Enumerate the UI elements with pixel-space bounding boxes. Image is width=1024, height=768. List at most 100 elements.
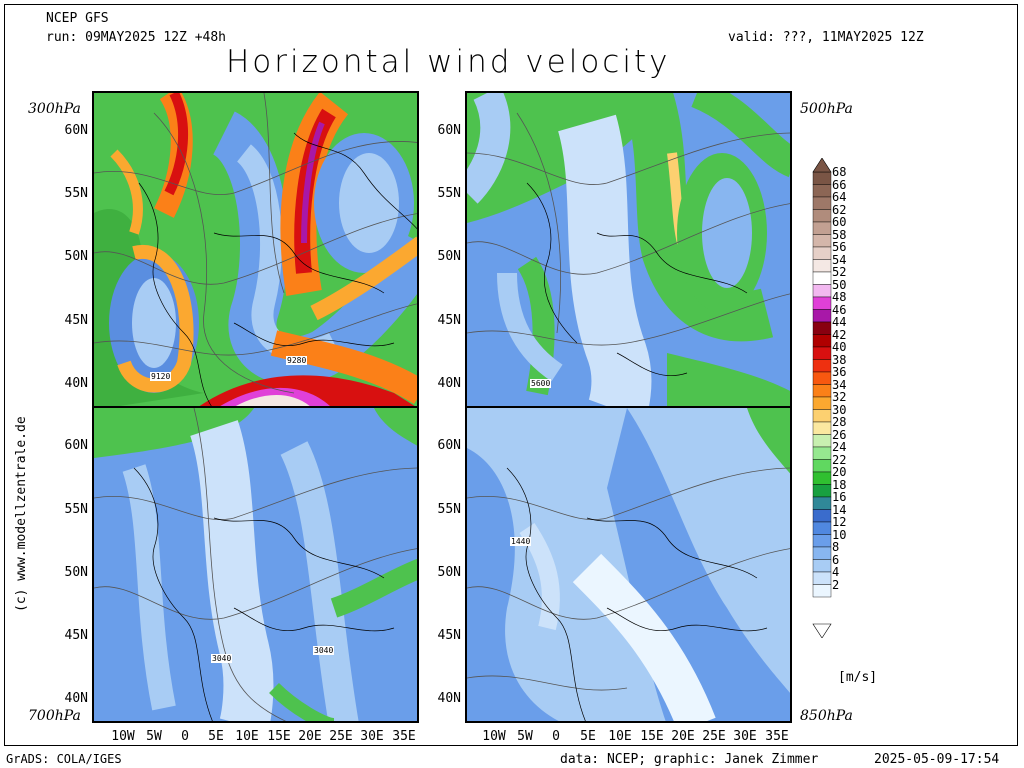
lon-label: 15E (267, 729, 291, 744)
lon-label: 10E (608, 729, 632, 744)
colorbar-tick-label: 4 (832, 565, 840, 579)
lat-label: 60N (64, 438, 88, 453)
level-label-700: 700hPa (28, 708, 81, 724)
wind-field-700 (94, 408, 417, 721)
colorbar-cell (812, 271, 832, 285)
colorbar-tick-label: 68 (832, 165, 847, 179)
colorbar-tick-label: 24 (832, 440, 847, 454)
wind-field-300 (94, 93, 417, 406)
contour-label-3040-a: 3040 (211, 654, 233, 663)
model-name: NCEP GFS (46, 11, 109, 26)
lon-label: 15E (640, 729, 664, 744)
panel-700hpa (92, 406, 419, 723)
colorbar-cell (812, 359, 832, 373)
colorbar-tick-label: 26 (832, 427, 847, 442)
lat-label: 55N (64, 502, 88, 517)
lon-label: 30E (360, 729, 384, 744)
colorbar-tick-label: 46 (832, 302, 847, 317)
colorbar-tick-label: 62 (832, 202, 847, 217)
colorbar-tick-label: 8 (832, 540, 840, 554)
colorbar-cell (812, 334, 832, 348)
contour-label-3040-b: 3040 (313, 646, 335, 655)
lat-label: 50N (64, 249, 88, 264)
colorbar-cell (812, 346, 832, 360)
colorbar-bottom-arrow (812, 623, 832, 638)
colorbar-tick-label: 60 (832, 215, 847, 229)
colorbar-tick-label: 42 (832, 327, 847, 342)
colorbar-tick-label: 10 (832, 527, 847, 542)
colorbar-tick-label: 22 (832, 452, 847, 467)
colorbar-tick-label: 34 (832, 377, 847, 392)
colorbar-tick-label: 12 (832, 515, 847, 529)
colorbar-cell (812, 584, 832, 598)
colorbar-cell (812, 521, 832, 535)
lat-label: 60N (437, 438, 461, 453)
colorbar-cell (812, 259, 832, 273)
level-label-300: 300hPa (28, 101, 81, 117)
panel-850hpa (465, 406, 792, 723)
contour-label-9280: 9280 (286, 356, 308, 365)
contour-label-5600: 5600 (530, 379, 552, 388)
units-label: [m/s] (838, 670, 878, 685)
colorbar-cell (812, 196, 832, 210)
lon-label: 25E (329, 729, 353, 744)
colorbar-tick-label: 66 (832, 177, 847, 192)
run-info: run: 09MAY2025 12Z +48h (46, 30, 227, 45)
colorbar-cell (812, 446, 832, 460)
lat-label: 55N (437, 186, 461, 201)
colorbar-tick-label: 28 (832, 415, 847, 429)
page-title: Horizontal wind velocity (226, 44, 671, 80)
lon-label: 5W (146, 729, 162, 744)
colorbar-tick-label: 52 (832, 265, 847, 279)
credit-text: (c) www.modellzentrale.de (14, 416, 29, 612)
wind-field-500 (467, 93, 790, 406)
lon-label: 5E (208, 729, 224, 744)
lat-label: 45N (64, 628, 88, 643)
colorbar-tick-label: 32 (832, 390, 847, 404)
lon-label: 10E (235, 729, 259, 744)
colorbar-tick-label: 48 (832, 290, 847, 304)
lat-label: 40N (64, 691, 88, 706)
contour-label-1440: 1440 (510, 537, 532, 546)
colorbar-cell (812, 171, 832, 185)
lat-label: 55N (437, 502, 461, 517)
lon-label: 10W (111, 729, 135, 744)
footer-timestamp: 2025-05-09-17:54 (874, 752, 1000, 767)
colorbar-tick-label: 20 (832, 465, 847, 479)
contour-label-9120: 9120 (150, 372, 172, 381)
colorbar-tick-label: 44 (832, 315, 847, 329)
colorbar-tick-label: 38 (832, 352, 847, 367)
lat-label: 40N (64, 376, 88, 391)
colorbar-cell (812, 321, 832, 335)
lon-label: 25E (702, 729, 726, 744)
colorbar (812, 158, 832, 638)
colorbar-cell (812, 371, 832, 385)
colorbar-cell (812, 459, 832, 473)
colorbar-cells (812, 171, 832, 598)
valid-info: valid: ???, 11MAY2025 12Z (728, 30, 924, 45)
colorbar-cell (812, 471, 832, 485)
colorbar-cell (812, 534, 832, 548)
lon-label: 30E (733, 729, 757, 744)
colorbar-cell (812, 246, 832, 260)
lat-label: 55N (64, 186, 88, 201)
lat-label: 50N (64, 565, 88, 580)
footer-data-credit: data: NCEP; graphic: Janek Zimmer (560, 752, 819, 767)
colorbar-cell (812, 434, 832, 448)
colorbar-tick-label: 58 (832, 227, 847, 242)
colorbar-cell (812, 396, 832, 410)
lon-label: 0 (552, 729, 560, 744)
colorbar-tick-label: 56 (832, 240, 847, 254)
lon-label: 20E (298, 729, 322, 744)
colorbar-cell (812, 421, 832, 435)
colorbar-cell (812, 571, 832, 585)
colorbar-cell (812, 409, 832, 423)
outer-frame (4, 4, 1018, 746)
lat-label: 45N (437, 313, 461, 328)
colorbar-tick-label: 50 (832, 277, 847, 292)
lat-label: 50N (437, 565, 461, 580)
lat-label: 60N (437, 123, 461, 138)
colorbar-cell (812, 546, 832, 560)
lon-label: 20E (671, 729, 695, 744)
